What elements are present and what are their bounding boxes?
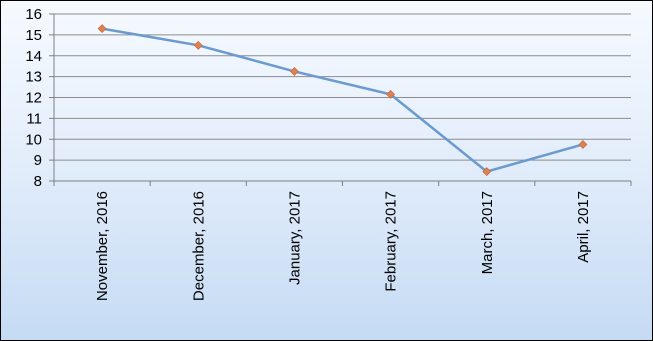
data-point-marker xyxy=(386,89,396,99)
y-tick-label: 10 xyxy=(25,131,42,148)
gridlines xyxy=(54,13,631,161)
y-tick-label: 8 xyxy=(34,173,42,190)
x-tick-label: March, 2017 xyxy=(479,191,496,274)
x-tick-label: February, 2017 xyxy=(383,191,400,292)
y-tick-label: 13 xyxy=(25,69,42,86)
data-point-marker xyxy=(289,66,299,76)
data-point-marker xyxy=(193,40,203,50)
x-tick-label: November, 2016 xyxy=(94,191,111,301)
series-line xyxy=(101,27,584,173)
x-tick-label: January, 2017 xyxy=(286,191,303,285)
y-tick-label: 16 xyxy=(25,6,42,23)
y-tick-label: 15 xyxy=(25,27,42,44)
y-tick-label: 11 xyxy=(26,110,42,127)
x-tick-label: December, 2016 xyxy=(190,191,207,301)
data-point-marker xyxy=(482,167,492,177)
x-tick-labels: November, 2016 December, 2016 January, 201… xyxy=(94,191,592,301)
y-tick-label: 12 xyxy=(25,90,42,107)
axes xyxy=(49,13,632,186)
x-tick-label: April, 2017 xyxy=(575,191,592,263)
y-tick-label: 14 xyxy=(25,48,42,65)
data-point-marker xyxy=(578,140,588,149)
data-point-marker xyxy=(97,24,107,34)
y-tick-label: 9 xyxy=(34,152,42,169)
y-tick-labels: 8 9 10 11 12 13 14 15 16 xyxy=(25,6,42,190)
series xyxy=(97,24,588,177)
